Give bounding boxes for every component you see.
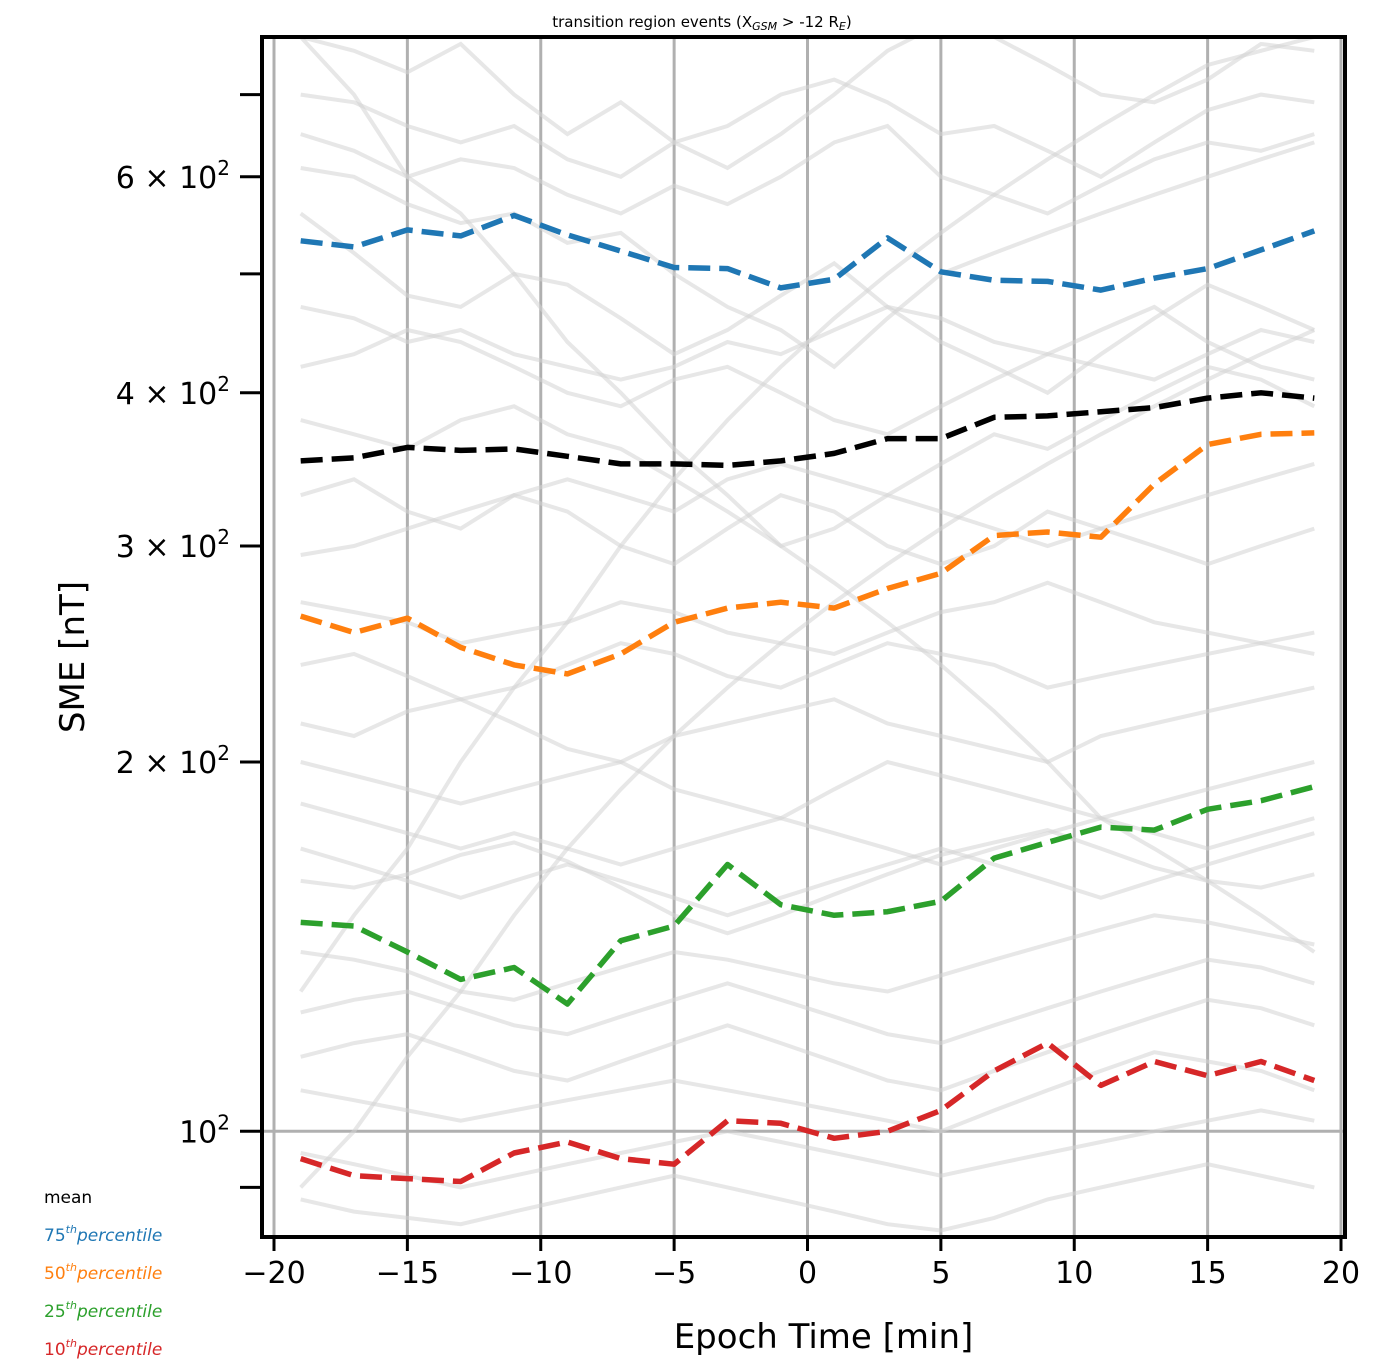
background-event-line-24 bbox=[299, 37, 1315, 993]
background-event-line-17 bbox=[300, 913, 1315, 1002]
legend-sup: th bbox=[66, 1261, 77, 1274]
y-tick-label-0: 102 bbox=[179, 1110, 230, 1150]
y-tick-label-1: 2 × 102 bbox=[116, 741, 230, 781]
background-event-line-18 bbox=[300, 957, 1315, 1046]
x-tick-label-0: −20 bbox=[242, 1256, 305, 1291]
chart-title-middle: > -12 R bbox=[777, 13, 839, 31]
chart-title-subscript2: E bbox=[839, 20, 846, 33]
background-event-line-11 bbox=[300, 630, 1315, 702]
x-tick-label-1: −15 bbox=[376, 1256, 439, 1291]
y-tick-base: 2 × 10 bbox=[116, 746, 217, 781]
x-tick-label-6: 10 bbox=[1055, 1256, 1093, 1291]
y-tick-exponent: 2 bbox=[217, 372, 230, 396]
legend-entry-2: 50thpercentile bbox=[44, 1261, 162, 1284]
background-event-line-13 bbox=[300, 759, 1315, 821]
chart-title-subscript: GSM bbox=[752, 20, 778, 33]
background-event-line-21 bbox=[300, 1108, 1315, 1190]
series-lines bbox=[299, 212, 1316, 1185]
legend-entry-4: 10thpercentile bbox=[44, 1337, 162, 1360]
y-tick-base: 3 × 10 bbox=[116, 530, 217, 565]
background-event-line-16 bbox=[300, 828, 1315, 936]
background-event-line-4 bbox=[299, 211, 1316, 396]
legend-suffix: percentile bbox=[76, 1302, 162, 1322]
background-event-line-6 bbox=[300, 304, 1315, 437]
background-event-line-20 bbox=[300, 1050, 1315, 1134]
background-event-line-10 bbox=[300, 580, 1315, 656]
x-axis-label: Epoch Time [min] bbox=[674, 1317, 974, 1357]
background-event-line-1 bbox=[300, 77, 1315, 180]
series-line-mean bbox=[300, 390, 1315, 469]
chart-title-suffix: ) bbox=[846, 13, 852, 31]
chart-title: transition region events (XGSM > -12 RE) bbox=[552, 13, 851, 33]
y-tick-exponent: 2 bbox=[217, 156, 230, 180]
legend-entry-0: mean bbox=[44, 1188, 92, 1208]
legend-sup: th bbox=[66, 1337, 77, 1350]
series-line-10th-percentile bbox=[299, 1040, 1316, 1185]
series-line-75th-percentile bbox=[300, 212, 1316, 293]
background-event-line-7 bbox=[300, 364, 1316, 549]
legend-main: mean bbox=[44, 1188, 92, 1208]
y-tick-label-2: 3 × 102 bbox=[116, 525, 230, 565]
y-tick-base: 4 × 10 bbox=[116, 377, 217, 412]
legend-suffix: percentile bbox=[76, 1226, 162, 1246]
background-event-line-19 bbox=[300, 997, 1315, 1093]
legend-entry-1: 75thpercentile bbox=[44, 1223, 162, 1246]
y-tick-exponent: 2 bbox=[217, 1110, 230, 1134]
legend: mean75thpercentile50thpercentile25thperc… bbox=[44, 1188, 162, 1360]
legend-sup: th bbox=[66, 1299, 77, 1312]
y-axis-label: SME [nT] bbox=[53, 581, 93, 733]
series-line-25th-percentile bbox=[300, 783, 1316, 1007]
y-tick-label-3: 4 × 102 bbox=[116, 372, 230, 412]
legend-main: 75 bbox=[44, 1226, 66, 1246]
background-event-lines bbox=[299, 37, 1316, 1233]
background-event-line-9 bbox=[300, 461, 1315, 557]
legend-main: 25 bbox=[44, 1302, 66, 1322]
y-tick-label-4: 6 × 102 bbox=[116, 156, 230, 196]
background-event-line-23 bbox=[299, 37, 1316, 954]
y-tick-exponent: 2 bbox=[217, 741, 230, 765]
background-event-line-22 bbox=[300, 1162, 1315, 1233]
series-line-50th-percentile bbox=[299, 430, 1315, 677]
x-tick-label-7: 15 bbox=[1189, 1256, 1227, 1291]
background-event-line-8 bbox=[300, 477, 1315, 567]
legend-suffix: percentile bbox=[76, 1264, 162, 1284]
chart-title-prefix: transition region events (X bbox=[552, 13, 752, 31]
background-event-line-15 bbox=[300, 831, 1315, 918]
x-tick-label-8: 20 bbox=[1322, 1256, 1360, 1291]
y-tick-base: 6 × 10 bbox=[116, 161, 217, 196]
x-tick-label-2: −10 bbox=[509, 1256, 572, 1291]
background-event-line-12 bbox=[300, 685, 1315, 765]
legend-main: 50 bbox=[44, 1264, 66, 1284]
legend-suffix: percentile bbox=[76, 1340, 162, 1360]
legend-sup: th bbox=[66, 1223, 77, 1236]
y-tick-base: 10 bbox=[179, 1115, 217, 1150]
background-event-line-2 bbox=[300, 123, 1315, 216]
y-tick-exponent: 2 bbox=[217, 525, 230, 549]
legend-entry-3: 25thpercentile bbox=[44, 1299, 162, 1322]
x-tick-label-5: 5 bbox=[931, 1256, 950, 1291]
axes-frame bbox=[260, 35, 1347, 1239]
legend-main: 10 bbox=[44, 1340, 66, 1360]
x-tick-label-4: 0 bbox=[798, 1256, 817, 1291]
x-tick-label-3: −5 bbox=[652, 1256, 696, 1291]
